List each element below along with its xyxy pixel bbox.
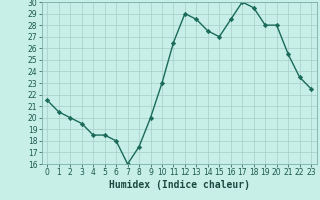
X-axis label: Humidex (Indice chaleur): Humidex (Indice chaleur): [109, 180, 250, 190]
